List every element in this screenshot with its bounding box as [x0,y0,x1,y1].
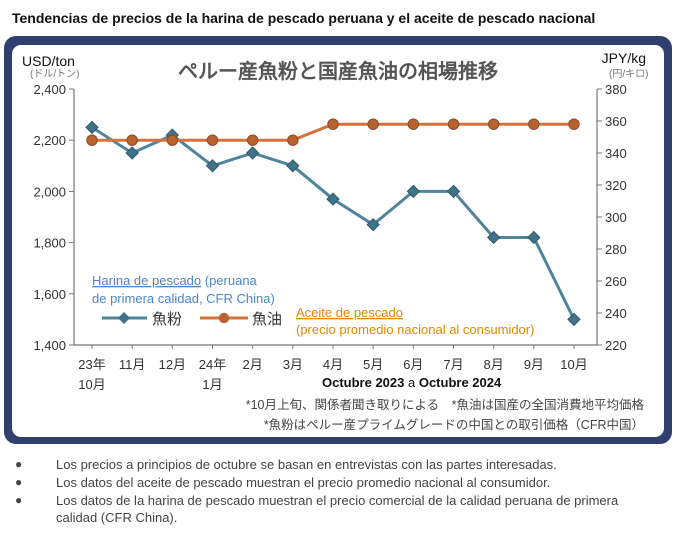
period-end: Octubre 2024 [419,375,502,390]
right-tick-label: 320 [605,178,627,193]
x-tick-label: 4月 [323,357,343,372]
fishmeal-point [85,120,99,135]
legend-marker-fishmeal [118,312,130,324]
fishmeal-point [446,184,461,199]
fishmeal-point [486,230,501,245]
x-tick-label-line2: 10月 [78,377,105,392]
fishmeal-annotation: Harina de pescado (peruana [92,273,258,288]
note-item: ● Los precios a principios de octubre se … [0,456,678,473]
legend-marker-fishoil [218,312,230,324]
fishoil-point [86,134,98,146]
fishoil-point [206,134,219,146]
footnote-line: *魚粉はペルー産プライムグレードの中国との取引価格（CFR中国） [264,417,644,432]
x-tick-label: 23年 [78,357,105,372]
period-join: a [404,375,418,390]
x-tick-label: 24年 [199,357,226,372]
right-tick-label: 340 [605,146,627,161]
fishmeal-point [567,312,581,327]
fishoil-point [447,118,460,130]
x-tick-label: 12月 [159,357,186,372]
fishmeal-point [406,184,421,199]
fishoil-point [246,134,259,146]
x-tick-label-line2: 1月 [202,377,222,392]
fishoil-point [568,118,580,130]
left-tick-label: 1,400 [33,338,66,353]
right-tick-label: 300 [605,210,627,225]
right-tick-label: 280 [605,242,627,257]
right-tick-label: 360 [605,114,627,129]
notes-list: ● Los precios a principios de octubre se … [0,456,678,527]
fishmeal-annotation-line2: de primera calidad, CFR China) [92,291,275,306]
fishoil-point [287,134,299,146]
footnote-line: *10月上旬、関係者聞き取りによる *魚油は国産の全国消費地平均価格 [246,397,645,412]
bullet-dot-icon: ● [15,457,23,471]
right-tick-label: 240 [605,306,627,321]
period-start: Octubre 2023 [322,375,404,390]
fishoil-point [126,134,138,146]
note-item: ● Los datos del aceite de pescado muestra… [0,474,678,491]
note-text: Los precios a principios de octubre se b… [56,457,557,472]
fishoil-annotation-text: (precio promedio nacional al consumidor) [296,322,534,337]
fishoil-point [528,118,540,130]
legend-label-fishoil: 魚油 [252,311,282,328]
page-title: Tendencias de precios de la harina de pe… [12,10,596,26]
fishoil-point [367,118,379,130]
fishmeal-point [205,159,220,173]
fishoil-annotation-link: Aceite de pescado [296,305,403,320]
price-chart: ペルー産魚粉と国産魚油の相場推移 (ドル/トン) (円/キロ) USD/ton JPY/… [22,50,648,432]
fishmeal-point [527,230,541,245]
x-tick-label: 10月 [560,357,587,372]
right-tick-label: 220 [605,338,627,353]
fishmeal-point [245,146,260,160]
chart-panel: ペルー産魚粉と国産魚油の相場推移 (ドル/トン) (円/キロ) USD/ton JPY/… [12,45,664,437]
fishmeal-point [366,217,380,232]
x-tick-label: 2月 [243,357,263,372]
right-tick-label: 260 [605,274,627,289]
y-axis-label: USD/ton [22,53,75,69]
left-unit-label: (ドル/トン) [30,69,79,80]
left-tick-label: 2,400 [33,82,66,97]
right-tick-label: 380 [605,82,627,97]
y2-axis-label: JPY/kg [602,50,646,66]
note-item: ● Los datos de la harina de pescado muest… [0,492,678,526]
chart-title: ペルー産魚粉と国産魚油の相場推移 [178,59,498,83]
right-unit-label: (円/キロ) [609,69,648,80]
period-annotation: Octubre 2023 a Octubre 2024 [322,375,502,390]
bullet-dot-icon: ● [15,493,23,507]
fishoil-point [487,118,500,130]
left-tick-label: 1,800 [33,236,66,251]
left-tick-label: 1,600 [33,287,66,302]
legend-label-fishmeal: 魚粉 [152,311,182,328]
left-tick-label: 2,200 [33,133,66,148]
fishoil-point [166,134,179,146]
x-tick-label: 11月 [119,357,146,372]
note-text: Los datos del aceite de pescado muestran… [56,475,551,490]
fishmeal-annotation-link: Harina de pescado [92,273,201,288]
left-tick-label: 2,000 [33,184,66,199]
x-tick-label: 6月 [403,357,423,372]
bullet-dot-icon: ● [15,475,23,489]
fishmeal-point [326,192,340,206]
fishmeal-annotation-text: (peruana [201,273,257,288]
x-tick-label: 7月 [443,357,463,372]
fishmeal-point [125,146,139,160]
note-text: Los datos de la harina de pescado muestr… [56,493,619,525]
x-tick-label: 9月 [524,357,544,372]
fishmeal-point [286,159,300,173]
fishoil-point [407,118,420,130]
x-tick-label: 5月 [363,357,383,372]
x-tick-label: 3月 [283,357,303,372]
x-tick-label: 8月 [484,357,504,372]
fishoil-point [327,118,339,130]
